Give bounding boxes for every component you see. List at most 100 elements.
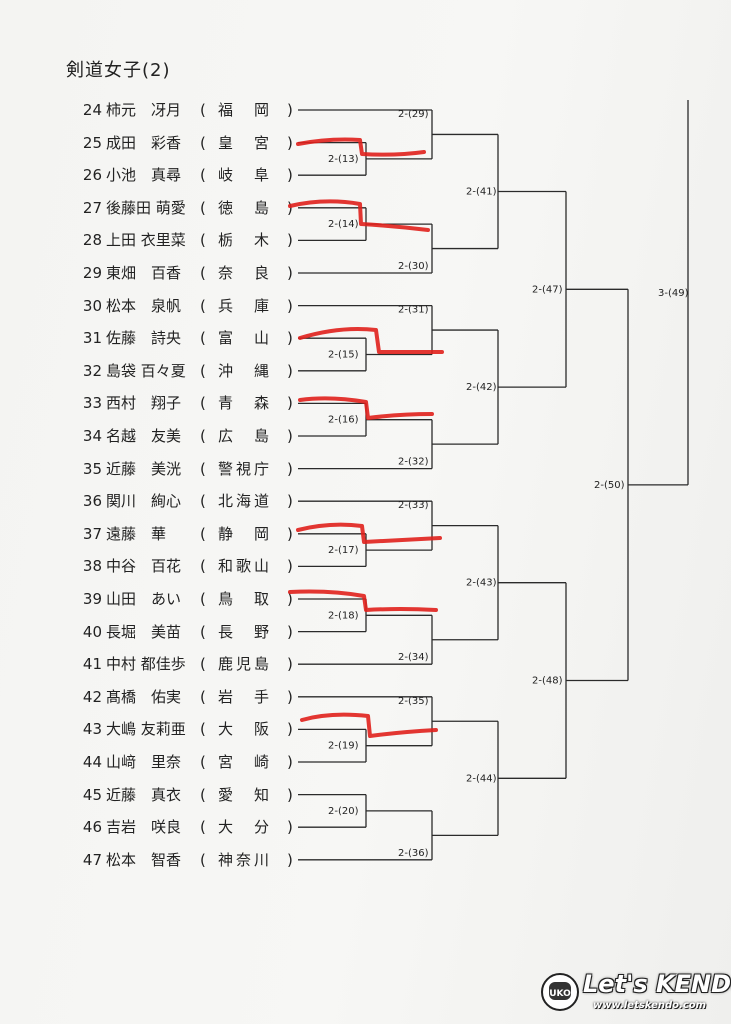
entry-number: 30 [82,296,102,315]
open-paren: ( [200,785,206,804]
entry-number: 43 [82,720,102,739]
entry-number: 46 [82,818,102,837]
open-paren: ( [200,622,206,641]
open-paren: ( [200,264,206,282]
entry-prefecture: 兵 庫 [218,296,273,315]
close-paren: ) [287,850,293,869]
watermark: UKO Let's KENDO! www.letskendo.com [537,966,731,1020]
open-paren: ( [200,101,206,119]
entry-number: 39 [82,590,102,608]
match-label: 3-(49) [658,288,689,299]
match-label: 2-(44) [466,773,497,784]
entry-name: 大嶋 友莉亜 [106,720,186,739]
close-paren: ) [287,329,293,348]
entry-row: 35 近藤 美洸 (警視庁) [0,458,300,480]
watermark-mark: UKO [549,989,571,999]
match-label: 2-(18) [328,610,359,621]
entry-row: 40 長堀 美苗 (長 野) [0,621,300,643]
entry-prefecture: 広 島 [218,427,273,445]
close-paren: ) [287,687,293,706]
open-paren: ( [200,394,206,413]
entry-prefecture: 大 阪 [218,720,273,739]
entry-prefecture: 宮 崎 [218,753,273,771]
close-paren: ) [287,720,293,739]
open-paren: ( [200,198,206,217]
entry-name: 長堀 美苗 [106,622,182,641]
entry-row: 38 中谷 百花 (和歌山) [0,555,300,577]
entry-row: 46 吉岩 咲良 (大 分) [0,816,300,838]
entry-prefecture: 岐 阜 [218,166,273,185]
entry-number: 32 [82,361,102,380]
close-paren: ) [287,785,293,804]
match-label: 2-(33) [398,500,429,511]
entry-row: 33 西村 翔子 (青 森) [0,392,300,414]
entry-prefecture: 皇 宮 [218,133,273,152]
entry-row: 30 松本 泉帆 ( 兵 庫) [0,295,300,317]
close-paren: ) [287,133,293,152]
close-paren: ) [287,557,293,576]
open-paren: ( [200,296,206,315]
entry-row: 42 髙橋 佑実 (岩 手) [0,686,300,708]
match-label: 2-(29) [398,109,429,120]
entry-name: 後藤田 萌愛 [106,198,186,217]
red-marker-stroke [288,199,430,232]
red-marker-stroke [300,712,438,738]
entry-name: 成田 彩香 [106,133,182,152]
entry-row: 25 成田 彩香 (皇 宮) [0,132,300,154]
entry-row: 41 中村 都佳歩 (鹿児島) [0,653,300,675]
kendo-logo-icon: UKO [541,973,579,1011]
entry-name: 中谷 百花 [106,557,182,576]
entry-prefecture: 福 岡 [218,101,273,119]
close-paren: ) [287,524,293,543]
entry-name: 髙橋 佑実 [106,687,182,706]
entry-prefecture: 徳 島 [218,198,273,217]
match-label: 2-(30) [398,261,429,272]
red-marker-stroke [296,522,442,544]
close-paren: ) [287,459,293,478]
page-title: 剣道女子(2) [66,60,171,81]
open-paren: ( [200,329,206,348]
match-label: 2-(31) [398,305,429,316]
entry-number: 25 [82,133,102,152]
close-paren: ) [287,166,293,185]
entry-prefecture: 神奈川 [218,850,273,869]
close-paren: ) [287,296,293,315]
entry-row: 31 佐藤 詩央 (富 山) [0,327,300,349]
entry-number: 38 [82,557,102,576]
red-marker-stroke [298,396,434,420]
open-paren: ( [200,818,206,837]
match-label: 2-(17) [328,545,359,556]
match-label: 2-(13) [328,154,359,165]
entry-prefecture: 北海道 [218,492,273,511]
entry-row: 39 山田 あい (鳥 取) [0,588,300,610]
open-paren: ( [200,850,206,869]
entry-row: 29 東畑 百香 (奈 良) [0,262,300,284]
close-paren: ) [287,361,293,380]
match-label: 2-(14) [328,219,359,230]
close-paren: ) [287,655,293,674]
entry-row: 24 柿元 冴月 (福 岡) [0,99,300,121]
match-label: 2-(43) [466,578,497,589]
entry-prefecture: 富 山 [218,329,273,348]
entry-name: 松本 泉帆 [106,296,182,315]
entry-number: 31 [82,329,102,348]
entry-name: 吉岩 咲良 [106,818,182,837]
match-label: 2-(35) [398,696,429,707]
entry-number: 36 [82,492,102,511]
match-label: 2-(36) [398,848,429,859]
entry-prefecture: 静 岡 [218,524,273,543]
match-label: 2-(20) [328,806,359,817]
close-paren: ) [287,231,293,250]
match-label: 2-(50) [594,480,625,491]
close-paren: ) [287,622,293,641]
match-label: 2-(19) [328,741,359,752]
entry-row: 47 松本 智香 (神奈川) [0,849,300,871]
entry-name: 関川 絢心 [106,492,182,511]
close-paren: ) [287,818,293,837]
entry-prefecture: 沖 縄 [218,361,273,380]
entry-name: 柿元 冴月 [106,101,182,119]
entry-name: 山田 あい [106,590,182,608]
entry-number: 35 [82,459,102,478]
entry-name: 山﨑 里奈 [106,753,182,771]
